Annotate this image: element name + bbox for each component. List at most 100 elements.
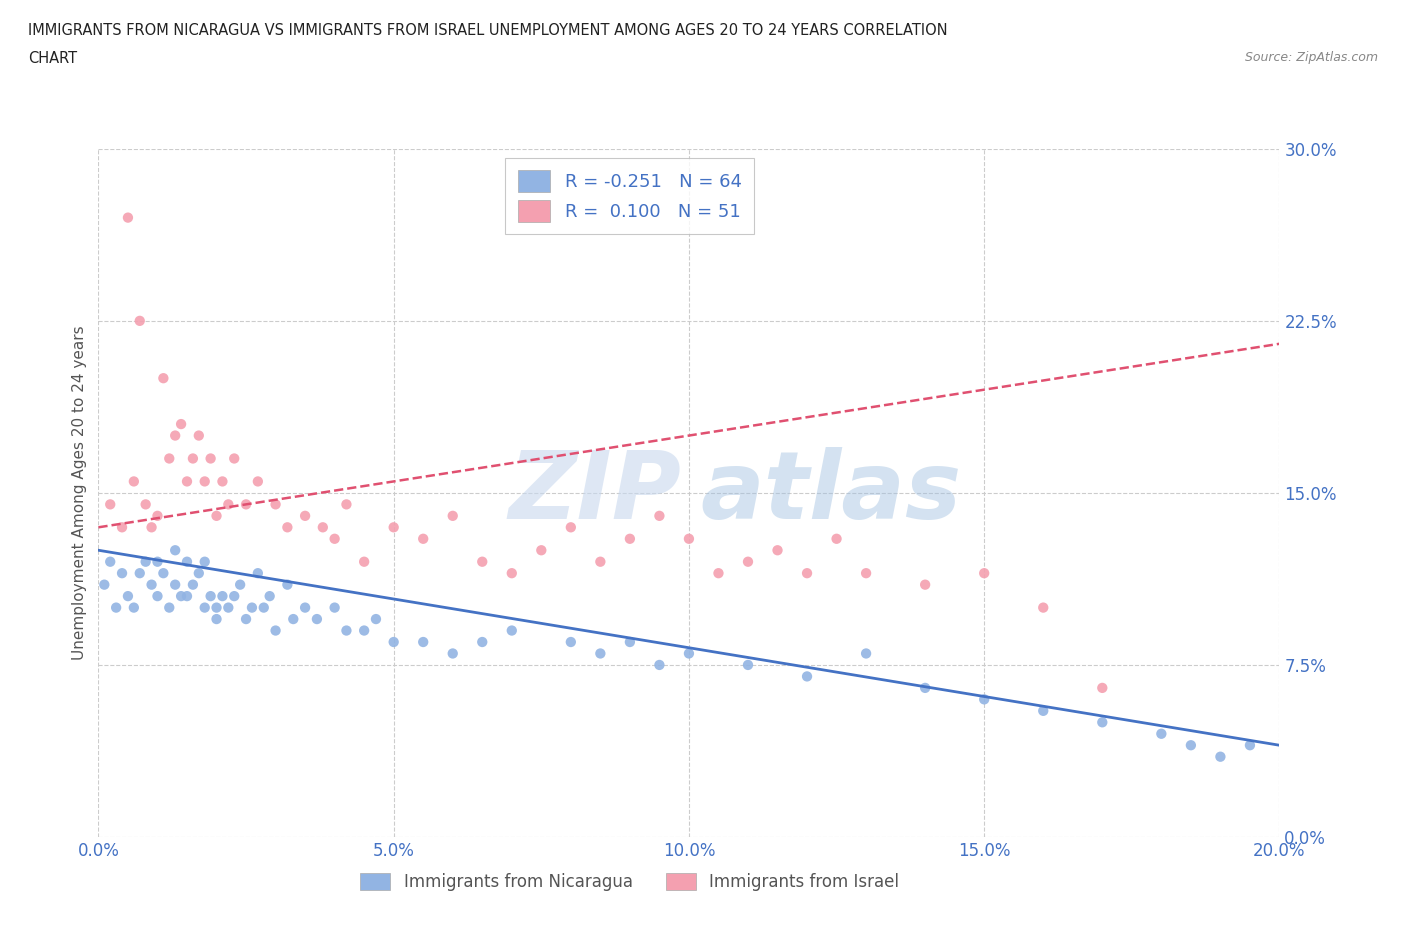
Text: Source: ZipAtlas.com: Source: ZipAtlas.com: [1244, 51, 1378, 64]
Point: [93, 578, 115, 592]
Point: [117, 210, 139, 225]
Point: [128, 313, 150, 328]
Point: [253, 600, 276, 615]
Point: [1239, 737, 1261, 752]
Point: [122, 474, 145, 489]
Point: [648, 658, 671, 672]
Point: [678, 531, 700, 546]
Point: [246, 474, 269, 489]
Point: [471, 634, 494, 649]
Point: [246, 565, 269, 580]
Point: [323, 600, 346, 615]
Point: [229, 578, 252, 592]
Point: [152, 565, 174, 580]
Point: [157, 451, 180, 466]
Point: [157, 600, 180, 615]
Point: [323, 531, 346, 546]
Point: [914, 681, 936, 696]
Point: [211, 589, 233, 604]
Point: [619, 634, 641, 649]
Point: [111, 520, 134, 535]
Point: [589, 646, 612, 661]
Point: [205, 612, 228, 627]
Point: [122, 600, 145, 615]
Point: [560, 634, 582, 649]
Point: [364, 612, 387, 627]
Point: [914, 578, 936, 592]
Point: [276, 578, 298, 592]
Point: [973, 565, 995, 580]
Point: [353, 623, 375, 638]
Point: [766, 543, 789, 558]
Point: [176, 554, 198, 569]
Point: [441, 509, 464, 524]
Point: [1091, 681, 1114, 696]
Point: [259, 589, 281, 604]
Point: [441, 646, 464, 661]
Point: [471, 554, 494, 569]
Text: ZIP: ZIP: [508, 447, 681, 538]
Point: [224, 589, 246, 604]
Point: [796, 669, 818, 684]
Point: [1032, 600, 1054, 615]
Point: [1032, 703, 1054, 718]
Point: [146, 509, 169, 524]
Point: [170, 589, 193, 604]
Point: [235, 497, 257, 512]
Text: IMMIGRANTS FROM NICARAGUA VS IMMIGRANTS FROM ISRAEL UNEMPLOYMENT AMONG AGES 20 T: IMMIGRANTS FROM NICARAGUA VS IMMIGRANTS …: [28, 23, 948, 38]
Point: [135, 554, 157, 569]
Point: [1180, 737, 1202, 752]
Point: [240, 600, 263, 615]
Point: [855, 565, 877, 580]
Legend: Immigrants from Nicaragua, Immigrants from Israel: Immigrants from Nicaragua, Immigrants fr…: [354, 866, 905, 897]
Point: [412, 531, 434, 546]
Point: [194, 554, 217, 569]
Point: [1150, 726, 1173, 741]
Point: [501, 565, 523, 580]
Point: [737, 554, 759, 569]
Point: [165, 578, 187, 592]
Point: [105, 600, 128, 615]
Point: [335, 623, 357, 638]
Point: [264, 623, 287, 638]
Point: [200, 451, 222, 466]
Point: [205, 509, 228, 524]
Point: [678, 646, 700, 661]
Point: [98, 497, 121, 512]
Point: [200, 589, 222, 604]
Point: [176, 474, 198, 489]
Point: [211, 474, 233, 489]
Point: [264, 497, 287, 512]
Y-axis label: Unemployment Among Ages 20 to 24 years: Unemployment Among Ages 20 to 24 years: [72, 326, 87, 660]
Text: CHART: CHART: [28, 51, 77, 66]
Point: [187, 565, 209, 580]
Point: [855, 646, 877, 661]
Point: [294, 600, 316, 615]
Point: [276, 520, 298, 535]
Point: [128, 565, 150, 580]
Point: [530, 543, 553, 558]
Point: [619, 531, 641, 546]
Point: [146, 554, 169, 569]
Point: [135, 497, 157, 512]
Point: [187, 428, 209, 443]
Point: [181, 578, 204, 592]
Point: [117, 589, 139, 604]
Point: [737, 658, 759, 672]
Point: [707, 565, 730, 580]
Point: [165, 543, 187, 558]
Point: [283, 612, 305, 627]
Point: [560, 520, 582, 535]
Text: atlas: atlas: [700, 447, 962, 538]
Point: [312, 520, 335, 535]
Point: [111, 565, 134, 580]
Point: [181, 451, 204, 466]
Point: [165, 428, 187, 443]
Point: [305, 612, 328, 627]
Point: [335, 497, 357, 512]
Point: [1091, 715, 1114, 730]
Point: [170, 417, 193, 432]
Point: [98, 554, 121, 569]
Point: [224, 451, 246, 466]
Point: [1209, 750, 1232, 764]
